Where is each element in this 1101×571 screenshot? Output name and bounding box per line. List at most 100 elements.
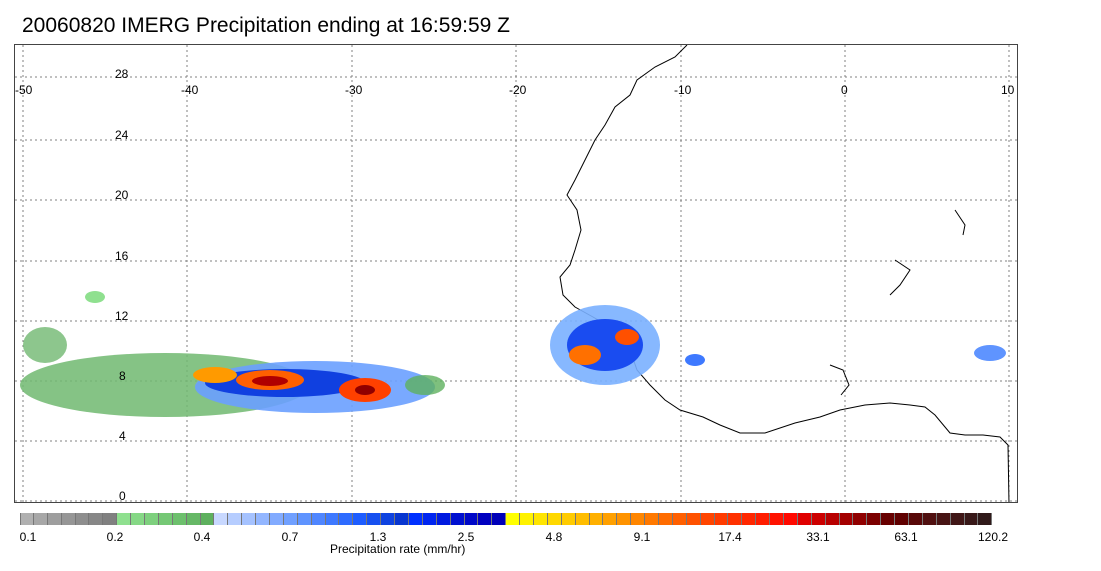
colorbar-tick-10: 63.1: [894, 530, 918, 544]
precipitation-colorbar: [20, 513, 993, 525]
rain-core-5: [355, 385, 375, 395]
lat-label-24: 24: [115, 128, 129, 142]
colorbar-swatch: [103, 513, 118, 525]
colorbar-swatch: [575, 513, 590, 525]
colorbar-tick-8: 17.4: [718, 530, 742, 544]
colorbar-swatch: [450, 513, 465, 525]
inland-lake-2: [954, 209, 966, 236]
colorbar-swatch: [353, 513, 368, 525]
lon-label-20w: -20: [509, 83, 527, 97]
colorbar-swatch: [20, 513, 34, 525]
colorbar-swatch: [75, 513, 90, 525]
rain-small-1: [85, 291, 105, 303]
map-title: 20060820 IMERG Precipitation ending at 1…: [22, 14, 510, 37]
colorbar-swatch: [172, 513, 187, 525]
colorbar-tick-9: 33.1: [806, 530, 830, 544]
rain-small-3: [405, 375, 445, 395]
lon-label-40w: -40: [181, 83, 199, 97]
colorbar-swatch: [131, 513, 146, 525]
lon-label-0: 0: [841, 83, 848, 97]
colorbar-swatch: [617, 513, 632, 525]
lat-label-28: 28: [115, 67, 129, 81]
graticule: [15, 45, 1017, 502]
colorbar-swatch: [47, 513, 62, 525]
rain-small-2: [685, 354, 705, 366]
colorbar-swatch: [311, 513, 326, 525]
colorbar-swatch: [408, 513, 423, 525]
lat-label-16: 16: [115, 249, 129, 263]
lat-label-12: 12: [115, 309, 129, 323]
colorbar-swatch: [117, 513, 132, 525]
colorbar-swatch: [297, 513, 312, 525]
colorbar-swatch: [283, 513, 298, 525]
colorbar-swatch: [242, 513, 257, 525]
colorbar-swatch: [478, 513, 493, 525]
colorbar-swatch: [686, 513, 701, 525]
precipitation-field: [20, 291, 1006, 417]
lat-label-8: 8: [119, 369, 126, 383]
colorbar-swatch: [158, 513, 173, 525]
colorbar-swatch: [964, 513, 979, 525]
colorbar-swatch: [492, 513, 507, 525]
colorbar-swatch: [811, 513, 826, 525]
rain-coast-core-2: [615, 329, 639, 345]
colorbar-swatch: [270, 513, 284, 525]
colorbar-swatch: [756, 513, 771, 525]
colorbar-swatch: [214, 513, 229, 525]
colorbar-swatch: [395, 513, 409, 525]
colorbar-swatch: [797, 513, 812, 525]
rain-coast-core: [569, 345, 601, 365]
colorbar-swatch: [547, 513, 562, 525]
colorbar-swatch: [645, 513, 659, 525]
colorbar-tick-5: 2.5: [457, 530, 475, 544]
colorbar-swatch: [533, 513, 548, 525]
colorbar-swatch: [145, 513, 159, 525]
colorbar-swatch: [658, 513, 673, 525]
colorbar-swatch: [770, 513, 784, 525]
inland-lake-3: [889, 259, 911, 296]
colorbar-swatch: [506, 513, 521, 525]
colorbar-tick-7: 9.1: [633, 530, 651, 544]
lon-label-10e: 10: [1001, 83, 1015, 97]
colorbar-swatch: [228, 513, 243, 525]
colorbar-swatch: [603, 513, 618, 525]
rain-core-1: [193, 367, 237, 383]
colorbar-swatch: [325, 513, 340, 525]
colorbar-swatch: [381, 513, 396, 525]
coastline: [559, 45, 1010, 502]
colorbar-tick-1: 0.2: [106, 530, 124, 544]
africa-coastline: [559, 45, 1010, 502]
colorbar-swatch: [950, 513, 965, 525]
colorbar-swatch: [61, 513, 76, 525]
lon-label-30w: -30: [345, 83, 363, 97]
lat-label-20: 20: [115, 188, 129, 202]
colorbar-swatch: [922, 513, 937, 525]
colorbar-swatch: [881, 513, 896, 525]
inland-lake-1: [829, 364, 850, 396]
colorbar-swatch: [909, 513, 923, 525]
colorbar-swatch: [367, 513, 382, 525]
colorbar-swatch: [200, 513, 215, 525]
colorbar-swatch: [186, 513, 201, 525]
lon-label-50w: -50: [15, 83, 33, 97]
colorbar-swatch: [853, 513, 868, 525]
colorbar-tick-2: 0.4: [193, 530, 211, 544]
rain-core-3: [252, 376, 288, 386]
colorbar-swatch: [839, 513, 854, 525]
lat-label-4: 4: [119, 429, 126, 443]
colorbar-tick-6: 4.8: [545, 530, 563, 544]
colorbar-swatch: [742, 513, 757, 525]
colorbar-swatch: [867, 513, 882, 525]
lat-label-0: 0: [119, 489, 126, 503]
colorbar-swatch: [825, 513, 840, 525]
colorbar-title: Precipitation rate (mm/hr): [330, 542, 466, 556]
precipitation-map[interactable]: 28 24 20 16 12 8 4 0 -50 -40 -30 -20 -10…: [14, 44, 1018, 503]
colorbar-swatch: [464, 513, 479, 525]
colorbar-tick-0: 0.1: [19, 530, 37, 544]
colorbar-swatch: [89, 513, 104, 525]
colorbar-swatch: [422, 513, 437, 525]
lon-label-10w: -10: [674, 83, 692, 97]
colorbar-swatch: [561, 513, 576, 525]
colorbar-tick-11: 120.2: [977, 530, 1009, 544]
colorbar-swatch: [33, 513, 48, 525]
